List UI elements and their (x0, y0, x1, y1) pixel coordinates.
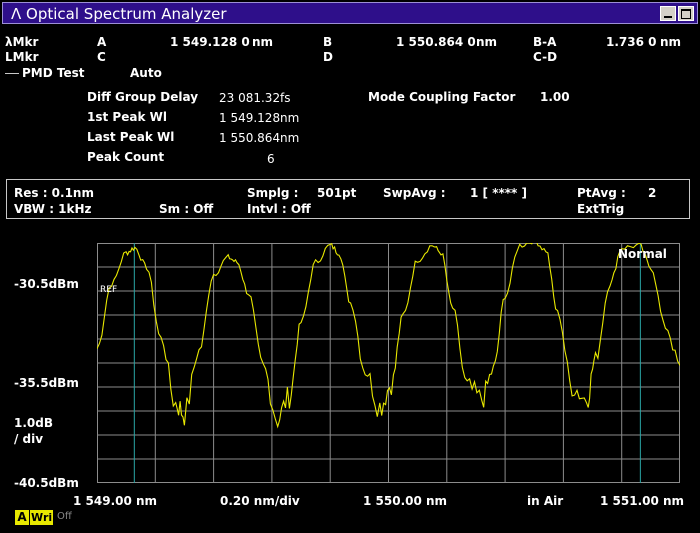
window-title-text: Optical Spectrum Analyzer (26, 5, 227, 23)
y-scale: 1.0dB (14, 416, 53, 430)
marker-b-label: B (323, 35, 333, 49)
sampling-label: Smplg : (247, 186, 299, 200)
marker-b-unit: nm (476, 35, 498, 49)
trace-mode: Normal (618, 247, 667, 261)
first-peak-value: 1 549.128 (219, 111, 281, 125)
ref-label: REF (100, 285, 117, 295)
write-off-indicator: Off (57, 511, 72, 522)
interval: Intvl : Off (247, 202, 311, 216)
y-tick-top: -30.5dBm (14, 277, 79, 291)
section-divider (5, 73, 19, 74)
first-peak-unit: nm (280, 111, 300, 125)
x-tick-left: 1 549.00 nm (73, 494, 158, 508)
app-logo: Λ (11, 5, 22, 23)
minimize-button[interactable] (660, 6, 676, 21)
trigger: ExtTrig (577, 202, 625, 216)
x-tick-right: 1 551.00 nm (600, 494, 685, 508)
y-tick-bottom: -40.5dBm (14, 476, 79, 490)
spectrum-trace (97, 243, 680, 429)
y-tick-mid: -35.5dBm (14, 376, 79, 390)
marker-b-value: 1 550.864 0 (396, 35, 476, 49)
first-peak-label: 1st Peak Wl (87, 110, 167, 124)
write-indicator: Wri (30, 510, 54, 525)
sampling-value: 501pt (317, 186, 357, 200)
point-average-label: PtAvg : (577, 186, 626, 200)
peak-count-label: Peak Count (87, 150, 165, 164)
peak-count-value: 6 (267, 152, 275, 166)
x-tick-center: 1 550.00 nm (363, 494, 448, 508)
window-title: Λ Optical Spectrum Analyzer (11, 5, 227, 23)
title-bar: Λ Optical Spectrum Analyzer (2, 2, 698, 24)
mcf-label: Mode Coupling Factor (368, 90, 516, 104)
marker-c-label: C (97, 50, 106, 64)
marker-lines (133, 243, 641, 483)
marker-a-value: 1 549.128 0 (170, 35, 250, 49)
marker-ba-unit: nm (660, 35, 682, 49)
settings-panel (6, 179, 690, 219)
dgd-label: Diff Group Delay (87, 90, 199, 104)
mcf-value: 1.00 (540, 90, 570, 104)
marker-a-unit: nm (252, 35, 274, 49)
pmd-section-label: PMD Test (22, 66, 85, 80)
lmkr2-label: LMkr (5, 50, 39, 64)
dgd-value: 23 081.32 (219, 91, 281, 105)
spectrum-chart[interactable]: REF Normal (97, 243, 680, 483)
last-peak-value: 1 550.864 (219, 131, 281, 145)
status-a-badge: A (15, 510, 29, 525)
smoothing: Sm : Off (159, 202, 214, 216)
sweep-average-value: 1 [ **** ] (470, 186, 527, 200)
marker-cd-label: C-D (533, 50, 558, 64)
dgd-unit: fs (280, 91, 291, 105)
y-scale-unit: / div (14, 432, 44, 446)
marker-a-label: A (97, 35, 107, 49)
point-average-value: 2 (648, 186, 657, 200)
chart-grid (97, 243, 680, 483)
x-medium: in Air (527, 494, 564, 508)
sweep-average-label: SwpAvg : (383, 186, 446, 200)
vbw: VBW : 1kHz (14, 202, 92, 216)
x-scale: 0.20 nm/div (220, 494, 300, 508)
marker-d-label: D (323, 50, 333, 64)
resolution: Res : 0.1nm (14, 186, 94, 200)
maximize-button[interactable] (678, 6, 694, 21)
lmkr-label: λMkr (5, 35, 39, 49)
marker-ba-value: 1.736 0 (606, 35, 657, 49)
maximize-icon (681, 9, 691, 19)
marker-ba-label: B-A (533, 35, 557, 49)
minimize-icon (664, 16, 672, 18)
last-peak-label: Last Peak Wl (87, 130, 175, 144)
last-peak-unit: nm (280, 131, 300, 145)
pmd-mode: Auto (130, 66, 162, 80)
